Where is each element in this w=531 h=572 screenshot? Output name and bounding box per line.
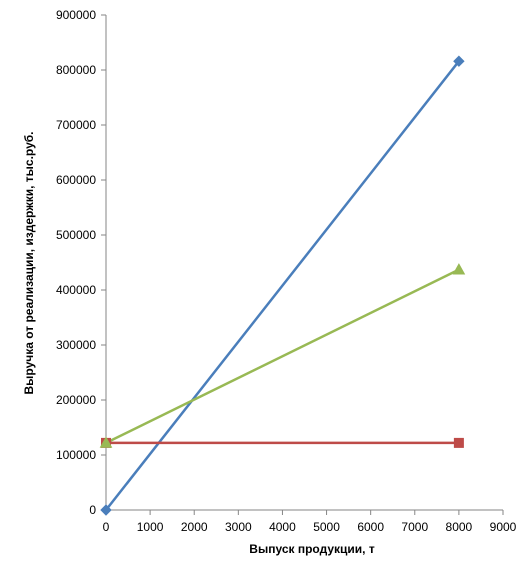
series-line-1 <box>105 60 460 511</box>
y-tick-label: 900000 <box>56 8 96 22</box>
series-markers <box>99 55 466 516</box>
x-tick-label: 2000 <box>181 520 208 534</box>
y-tick-label: 100000 <box>56 448 96 462</box>
x-tick-label: 7000 <box>401 520 428 534</box>
x-tick-label: 6000 <box>357 520 384 534</box>
data-point-triangle <box>452 263 466 275</box>
y-tick-label: 600000 <box>56 173 96 187</box>
data-point-diamond <box>100 504 112 516</box>
x-tick-label: 0 <box>103 520 110 534</box>
y-tick-label: 200000 <box>56 393 96 407</box>
axes: 0 100000 200000 300000 400000 500000 600000 700… <box>56 8 517 534</box>
y-tick-label: 700000 <box>56 118 96 132</box>
data-point-triangle <box>99 436 113 448</box>
x-tick-label: 3000 <box>225 520 252 534</box>
y-tick-label: 0 <box>89 503 96 517</box>
data-point-square <box>453 437 464 448</box>
y-tick-label: 500000 <box>56 228 96 242</box>
x-tick-label: 4000 <box>269 520 296 534</box>
data-point-diamond <box>453 55 465 67</box>
series-line-3 <box>105 268 460 445</box>
x-tick-label: 1000 <box>137 520 164 534</box>
x-tick-label: 5000 <box>313 520 340 534</box>
x-axis-title: Выпуск продукции, т <box>249 542 375 556</box>
y-axis-title: Выручка от реализации, издержки, тыс.руб… <box>22 131 36 394</box>
y-tick-label: 800000 <box>56 63 96 77</box>
x-tick-label: 8000 <box>446 520 473 534</box>
x-tick-label: 9000 <box>490 520 517 534</box>
y-tick-label: 300000 <box>56 338 96 352</box>
series-lines <box>105 60 460 511</box>
y-tick-label: 400000 <box>56 283 96 297</box>
